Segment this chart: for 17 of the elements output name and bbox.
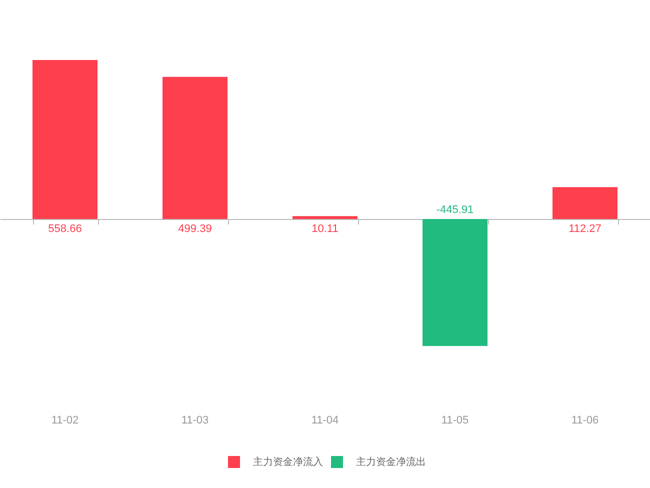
bar [422,219,488,346]
x-tick-label: 11-02 [51,414,79,426]
legend-label: 主力资金净流出 [356,456,426,468]
data-label: -445.91 [436,204,474,216]
x-tick-label: 11-03 [181,414,209,426]
data-label: 499.39 [178,223,212,236]
bar [292,216,358,220]
x-tick-label: 11-05 [441,414,469,426]
bar [552,187,618,220]
x-tick-label: 11-06 [571,414,599,426]
bar [32,60,98,220]
bar [162,76,228,220]
data-label: 10.11 [312,223,338,236]
data-label: 112.27 [568,223,602,236]
legend-label: 主力资金净流入 [253,456,323,468]
x-tick-label: 11-04 [311,414,339,426]
data-label: 558.66 [48,223,82,236]
